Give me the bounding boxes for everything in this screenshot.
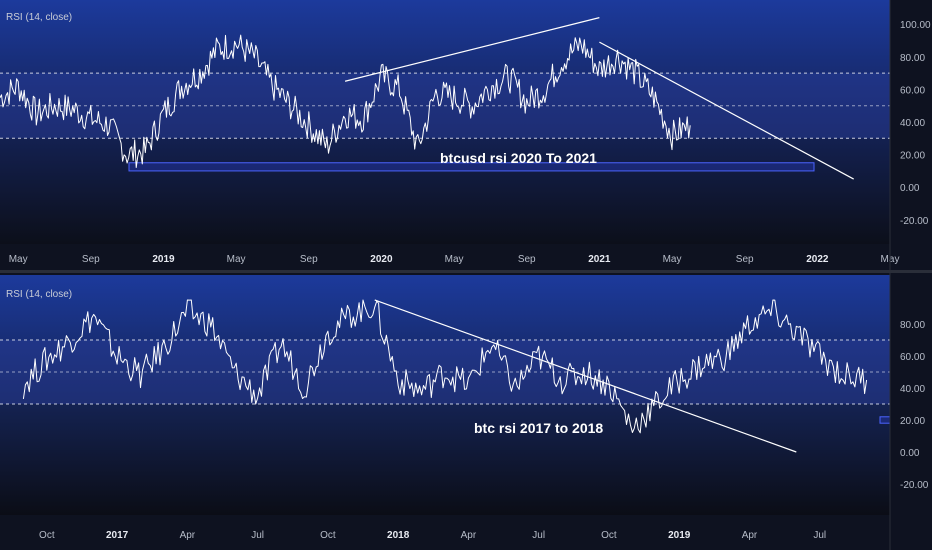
y-tick-label: 80.00 <box>900 53 925 64</box>
x-tick-label: May <box>227 254 246 265</box>
x-tick-label: 2018 <box>387 530 410 541</box>
x-tick-label: Apr <box>180 530 196 541</box>
x-tick-label: Sep <box>736 254 754 265</box>
x-axis: May Sep 2019 May Sep 2020 May Sep 2021 May Sep 2022… <box>9 254 900 265</box>
rsi-panel-top: RSI (14, close) btcusd rsi 2020 To 2021 … <box>0 0 931 265</box>
annotation-text: btc rsi 2017 to 2018 <box>474 420 603 436</box>
y-tick-label: 0.00 <box>900 183 920 194</box>
x-tick-label: Apr <box>461 530 477 541</box>
panel-background <box>0 275 890 515</box>
x-tick-label: May <box>445 254 464 265</box>
y-tick-label: 40.00 <box>900 118 925 129</box>
y-axis: 80.00 60.00 40.00 20.00 0.00 -20.00 <box>900 320 929 491</box>
descending-trendline[interactable] <box>374 299 797 453</box>
indicator-label: RSI (14, close) <box>6 289 72 300</box>
y-tick-label: -20.00 <box>900 216 929 227</box>
x-tick-label: Oct <box>601 530 617 541</box>
panel-background <box>0 0 890 244</box>
y-tick-label: 0.00 <box>900 448 920 459</box>
highlight-rectangle[interactable] <box>128 162 815 172</box>
x-tick-label: Jul <box>251 530 264 541</box>
x-tick-label: 2020 <box>370 254 393 265</box>
x-tick-label: 2019 <box>668 530 691 541</box>
y-axis: 100.00 80.00 60.00 40.00 20.00 0.00 -20.… <box>900 20 931 227</box>
y-tick-label: 60.00 <box>900 352 925 363</box>
annotation-text: btcusd rsi 2020 To 2021 <box>440 150 597 166</box>
y-tick-label: 60.00 <box>900 85 925 96</box>
x-tick-label: 2017 <box>106 530 129 541</box>
y-tick-label: 100.00 <box>900 20 931 31</box>
highlight-rectangle[interactable] <box>879 416 891 424</box>
x-tick-label: Oct <box>39 530 55 541</box>
x-tick-label: Jul <box>813 530 826 541</box>
descending-trendline[interactable] <box>599 41 854 180</box>
x-tick-label: 2021 <box>588 254 611 265</box>
x-tick-label: May <box>663 254 682 265</box>
indicator-label: RSI (14, close) <box>6 12 72 23</box>
y-tick-label: 80.00 <box>900 320 925 331</box>
x-tick-label: Oct <box>320 530 336 541</box>
x-tick-label: 2022 <box>806 254 829 265</box>
y-tick-label: -20.00 <box>900 480 929 491</box>
ascending-trendline[interactable] <box>344 17 600 82</box>
y-tick-label: 20.00 <box>900 416 925 427</box>
x-tick-label: May <box>9 254 28 265</box>
x-tick-label: Jul <box>532 530 545 541</box>
rsi-series-line <box>0 34 691 168</box>
x-tick-label: Sep <box>300 254 318 265</box>
y-tick-label: 20.00 <box>900 151 925 162</box>
rsi-panel-bottom: RSI (14, close) btc rsi 2017 to 2018 80.… <box>0 275 929 541</box>
x-tick-label: 2019 <box>152 254 175 265</box>
y-tick-label: 40.00 <box>900 384 925 395</box>
x-axis: Oct 2017 Apr Jul Oct 2018 Apr Jul Oct 2019 Apr Jul <box>39 530 826 541</box>
x-tick-label: Sep <box>82 254 100 265</box>
x-tick-label: Sep <box>518 254 536 265</box>
pane-separator[interactable] <box>0 270 932 273</box>
rsi-series-line <box>22 299 868 434</box>
x-tick-label: Apr <box>742 530 758 541</box>
